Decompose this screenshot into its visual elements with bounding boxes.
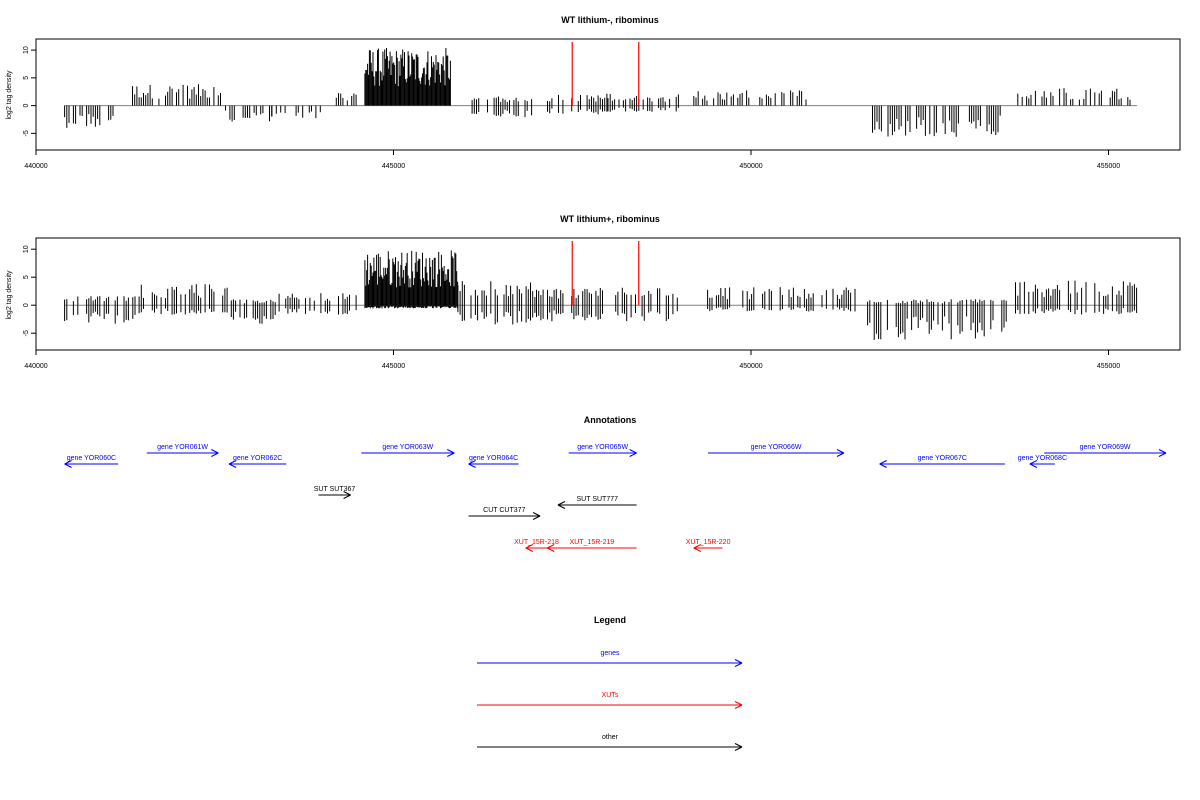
y-axis-label: log2 tag density: [6, 70, 13, 120]
annotation-arrow: [228, 460, 287, 468]
annotation-label: gene YOR062C: [233, 455, 282, 462]
signal-panel-lithium-plus: WT lithium+, ribominus log2 tag density …: [6, 214, 1181, 370]
legend-label: genes: [600, 650, 620, 657]
annotation-arrow: [64, 460, 119, 468]
legend-items: genes XUTs other: [477, 650, 743, 751]
annotation-label: gene YOR060C: [67, 455, 116, 462]
signal-segment: [138, 284, 228, 315]
signal-segment: [278, 293, 357, 315]
plot-frame: [35, 237, 1181, 351]
signal-segment: [707, 287, 856, 312]
y-tick-label: -5: [23, 130, 30, 136]
annotation-arrow: [468, 512, 541, 520]
signal-segment: [364, 47, 451, 106]
signal-segment: [1017, 88, 1131, 106]
annotation-arrow: [568, 449, 637, 457]
annotation-arrow: [525, 544, 548, 552]
x-tick-label: 440000: [24, 163, 47, 170]
signal-segment: [867, 299, 1007, 340]
annotation-label: gene YOR063W: [382, 444, 433, 451]
annotation-features: gene YOR060C gene YOR061W gene YOR062C gene…: [64, 444, 1167, 552]
panel-title: WT lithium+, ribominus: [560, 214, 660, 224]
x-tick-label: 455000: [1097, 363, 1120, 370]
annotation-arrow: [146, 449, 219, 457]
annotation-label: gene YOR066W: [751, 444, 802, 451]
annotation-label: CUT CUT377: [483, 507, 525, 514]
annotation-label: gene YOR061W: [157, 444, 208, 451]
signal-segment: [607, 94, 679, 112]
signal-segment: [271, 105, 321, 119]
y-tick-label: 0: [23, 303, 30, 307]
signal-segment: [536, 287, 678, 322]
annotation-arrow: [557, 501, 637, 509]
legend-label: XUTs: [602, 692, 619, 699]
y-tick-label: 10: [23, 46, 30, 54]
signal-segment: [64, 105, 114, 128]
x-tick-label: 450000: [739, 363, 762, 370]
signal-segment: [547, 93, 608, 115]
panel-title: WT lithium-, ribominus: [561, 15, 659, 25]
signal-segment: [230, 299, 276, 324]
x-tick-label: 445000: [382, 363, 405, 370]
annotations-title: Annotations: [584, 415, 637, 425]
signal-segment: [335, 93, 357, 106]
y-tick-label: 0: [23, 104, 30, 108]
x-tick-label: 450000: [739, 163, 762, 170]
signal-segment: [132, 84, 221, 106]
signal-segment: [225, 105, 273, 122]
annotation-label: SUT SUT777: [577, 496, 619, 503]
signal-segment: [471, 96, 533, 118]
plot-area: 440000 445000 450000 455000 -5 0 5 10: [23, 237, 1181, 370]
x-tick-label: 440000: [24, 363, 47, 370]
signal-segment: [693, 90, 807, 106]
legend-label: other: [602, 734, 619, 741]
plot-frame: [35, 38, 1181, 151]
annotation-arrow: [361, 449, 455, 457]
y-tick-label: -5: [23, 330, 30, 336]
annotation-label: gene YOR067C: [918, 455, 967, 462]
signal-segment: [64, 296, 136, 324]
legend-panel: Legend genes XUTs other: [477, 615, 743, 751]
annotation-arrow: [1044, 449, 1167, 457]
annotation-arrow: [318, 491, 351, 499]
annotation-arrow: [879, 460, 1005, 468]
signal-panel-lithium-minus: WT lithium-, ribominus log2 tag density …: [6, 15, 1181, 170]
x-tick-label: 445000: [382, 163, 405, 170]
y-tick-label: 10: [23, 245, 30, 253]
signal-segment: [1015, 280, 1138, 315]
legend-title: Legend: [594, 615, 626, 625]
y-axis-label: log2 tag density: [6, 270, 13, 320]
x-tick-label: 455000: [1097, 163, 1120, 170]
annotation-label: gene YOR068C: [1018, 455, 1067, 462]
annotation-label: gene YOR065W: [577, 444, 628, 451]
signal-segment: [364, 250, 459, 309]
legend-arrow-genes: [477, 659, 743, 667]
annotation-label: gene YOR069W: [1080, 444, 1131, 451]
y-tick-label: 5: [23, 275, 30, 279]
signal-segment: [872, 105, 1001, 137]
annotation-arrow: [693, 544, 723, 552]
annotation-label: gene YOR064C: [469, 455, 518, 462]
legend-arrow-XUTs: [477, 701, 743, 709]
annotation-label: XUT_15R-219: [570, 539, 615, 546]
legend-arrow-other: [477, 743, 743, 751]
y-tick-label: 5: [23, 76, 30, 80]
annotation-arrow: [547, 544, 637, 552]
plot-area: 440000 445000 450000 455000 -5 0 5 10: [23, 38, 1181, 170]
annotation-arrow: [708, 449, 845, 457]
annotation-label: SUT SUT367: [314, 486, 356, 493]
annotation-arrow: [468, 460, 519, 468]
annotation-arrow: [1029, 460, 1055, 468]
annotation-label: XUT_15R-218: [514, 539, 559, 546]
signal-segment: [457, 281, 536, 325]
annotation-label: XUT_15R-220: [686, 539, 731, 546]
